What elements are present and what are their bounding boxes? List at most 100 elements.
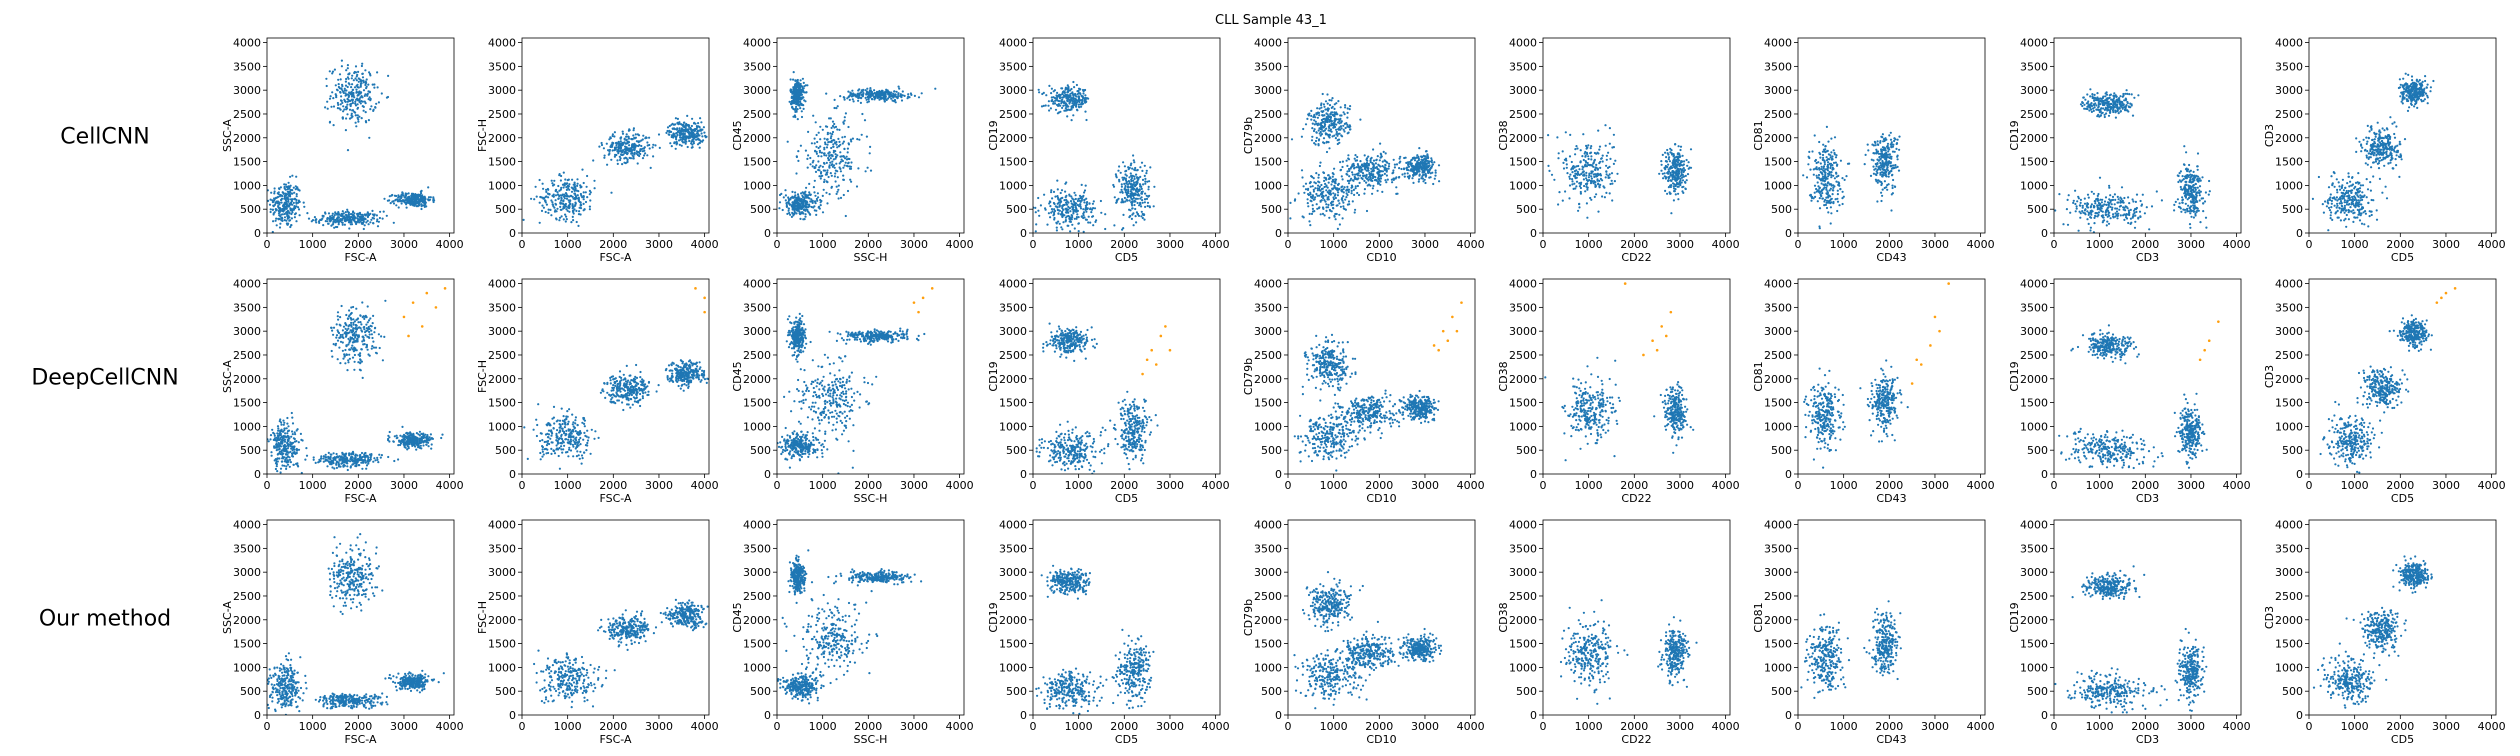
cell-point	[1334, 196, 1337, 200]
cell-point	[337, 83, 340, 86]
cell-point	[1052, 102, 1055, 105]
y-tick-label: 2500	[999, 108, 1027, 121]
cell-point	[1365, 158, 1368, 161]
cell-point	[1314, 196, 1317, 199]
cell-point	[1612, 162, 1615, 165]
cell-point	[1376, 171, 1379, 174]
cell-point	[358, 100, 361, 103]
cell-point	[1351, 173, 1354, 176]
cell-point	[624, 145, 627, 148]
cell-point	[1375, 159, 1378, 162]
cell-point	[669, 142, 672, 145]
cell-point	[804, 190, 807, 193]
cell-point	[1143, 174, 1146, 177]
cell-point	[1135, 176, 1139, 179]
cell-point	[562, 171, 565, 174]
cell-point	[866, 166, 869, 169]
cell-point	[1135, 221, 1138, 224]
cell-point	[1074, 102, 1077, 105]
cell-point	[1323, 129, 1326, 132]
cell-point	[821, 194, 824, 197]
cell-point	[289, 225, 292, 229]
cell-point	[835, 143, 838, 146]
cell-point	[298, 189, 301, 192]
cell-point	[1054, 195, 1057, 198]
cell-point	[1319, 122, 1322, 125]
cell-point	[1342, 191, 1345, 194]
cell-point	[636, 133, 640, 136]
cell-point	[795, 209, 799, 212]
y-tick-label: 1000	[233, 179, 261, 192]
cell-point	[560, 215, 563, 218]
cell-point	[797, 87, 800, 90]
cell-point	[680, 123, 683, 126]
cell-point	[397, 196, 400, 199]
cell-point	[1599, 160, 1602, 163]
cell-point	[887, 93, 890, 96]
cell-point	[1134, 207, 1137, 211]
cell-point	[277, 218, 280, 221]
cell-point	[843, 119, 846, 122]
cell-point	[1309, 191, 1312, 194]
cell-point	[328, 217, 331, 220]
cell-point	[1040, 105, 1044, 108]
cell-point	[796, 118, 799, 121]
cell-point	[803, 99, 806, 102]
cell-point	[830, 135, 833, 138]
cell-point	[1307, 114, 1310, 117]
cell-point	[357, 212, 360, 215]
y-tick-label: 4000	[488, 37, 516, 50]
cell-point	[1582, 133, 1585, 136]
cell-point	[619, 140, 622, 143]
cell-point	[1569, 133, 1572, 136]
cell-point	[838, 128, 841, 131]
cell-point	[326, 107, 329, 110]
cell-point	[1600, 157, 1603, 160]
cell-point	[351, 109, 355, 112]
cell-point	[269, 210, 272, 214]
cell-point	[788, 211, 791, 215]
cell-point	[822, 188, 825, 191]
row-label: DeepCellCNN	[31, 366, 178, 391]
cell-point	[1289, 217, 1292, 220]
cell-point	[573, 181, 576, 184]
cell-point	[350, 223, 354, 226]
cell-point	[362, 227, 365, 231]
x-tick-label: 3000	[1411, 238, 1439, 251]
cell-point	[666, 126, 670, 129]
cell-point	[1085, 210, 1088, 213]
cell-point	[356, 116, 359, 119]
cell-point	[806, 157, 809, 160]
cell-point	[1130, 217, 1133, 220]
cell-point	[1071, 223, 1074, 226]
cell-point	[678, 127, 681, 130]
cell-point	[1065, 95, 1068, 99]
cell-point	[1350, 189, 1353, 192]
cell-point	[1601, 154, 1604, 157]
cell-point	[1308, 182, 1311, 185]
cell-point	[1061, 196, 1064, 199]
cell-point	[357, 70, 360, 73]
cell-point	[565, 205, 568, 208]
cell-point	[1324, 108, 1327, 111]
cell-point	[1337, 138, 1341, 141]
cell-point	[1332, 126, 1335, 129]
cell-point	[792, 71, 795, 74]
cell-point	[1082, 92, 1085, 95]
cell-point	[403, 199, 406, 202]
cell-point	[1318, 114, 1321, 117]
cell-point	[829, 137, 833, 140]
cell-point	[317, 220, 321, 223]
cell-point	[547, 208, 550, 211]
cell-point	[1342, 124, 1345, 127]
cell-point	[1141, 178, 1145, 181]
cell-point	[1431, 171, 1434, 174]
cell-point	[1143, 198, 1147, 201]
cell-point	[826, 143, 829, 146]
cell-point	[360, 215, 363, 218]
x-tick-label: 2000	[344, 238, 372, 251]
cell-point	[1134, 166, 1137, 170]
cell-point	[356, 214, 359, 218]
cell-point	[588, 193, 591, 196]
cell-point	[852, 100, 855, 103]
